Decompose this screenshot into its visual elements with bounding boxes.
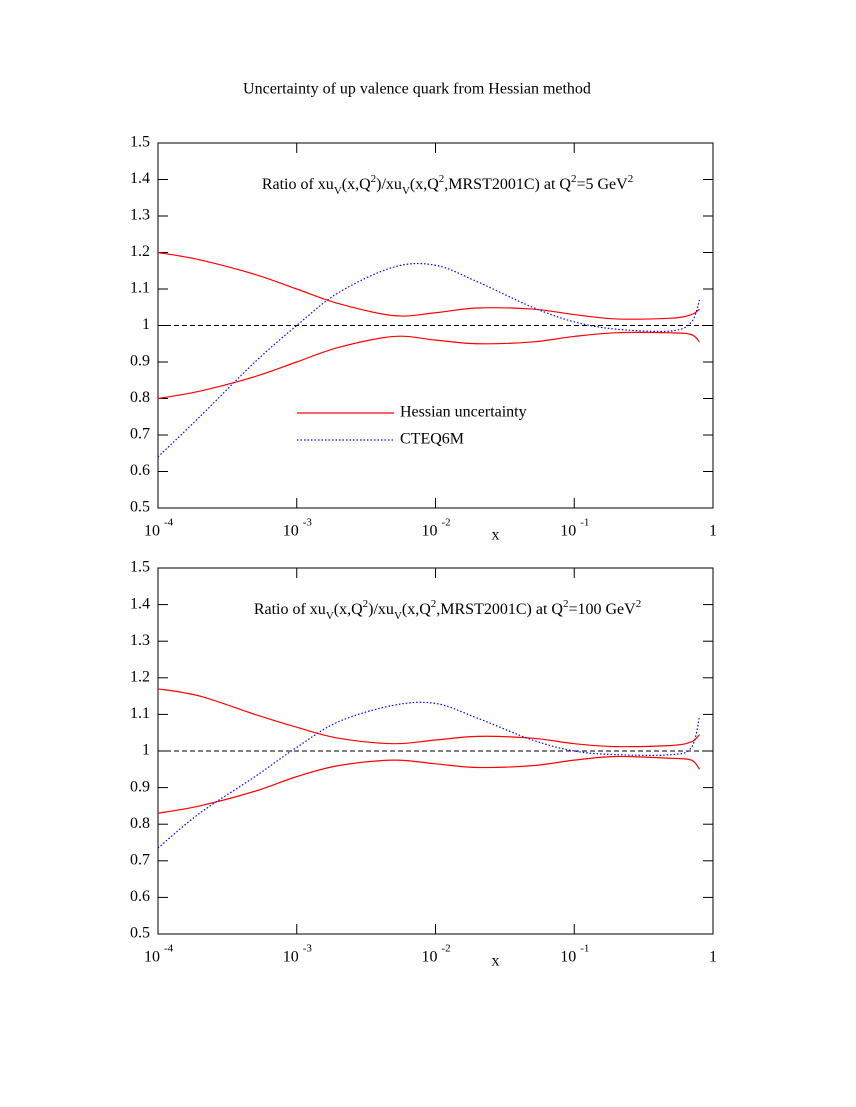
annotation-part: ,MRST2001C) at Q — [444, 176, 571, 193]
x-axis-label: x — [492, 953, 500, 970]
annotation-part: 2 — [571, 173, 577, 185]
annotation-part: 2 — [371, 173, 377, 185]
annotation-part: V — [334, 185, 342, 197]
y-tick-label: 1.3 — [130, 632, 150, 649]
x-tick-label: 10 — [422, 949, 438, 966]
x-tick-label: 10 — [144, 523, 160, 540]
x-tick-label: 1 — [709, 949, 717, 966]
y-tick-label: 0.8 — [130, 815, 150, 832]
annotation-part: 2 — [636, 598, 642, 610]
annotation-part: V — [394, 610, 402, 622]
y-tick-label: 1.1 — [130, 280, 150, 297]
annotation-part: (x,Q — [410, 176, 439, 193]
y-tick-label: 1 — [142, 742, 150, 759]
x-tick-exponent: -4 — [164, 517, 174, 529]
annotation-part: (x,Q — [402, 601, 431, 618]
y-tick-label: 0.5 — [130, 925, 150, 942]
annotation-part: V — [326, 610, 334, 622]
y-tick-label: 1.2 — [130, 243, 150, 260]
page-title: Uncertainty of up valence quark from Hes… — [243, 81, 591, 98]
annotation-part: )/xu — [376, 176, 402, 193]
y-tick-label: 1 — [142, 316, 150, 333]
annotation-part: 2 — [563, 598, 569, 610]
annotation: Ratio of xuV(x,Q2)/xuV(x,Q2,MRST2001C) a… — [262, 173, 633, 197]
curve — [157, 262, 701, 458]
x-tick-exponent: -4 — [164, 943, 174, 955]
y-tick-label: 1.2 — [130, 668, 150, 685]
curve — [157, 688, 700, 748]
x-tick-exponent: -3 — [303, 943, 313, 955]
x-tick-label: 10 — [422, 523, 438, 540]
x-tick-label: 10 — [560, 949, 576, 966]
y-tick-label: 1.5 — [130, 559, 150, 576]
y-tick-label: 0.7 — [130, 426, 150, 443]
annotation-part: Ratio of xu — [262, 176, 334, 193]
x-tick-exponent: -3 — [303, 517, 313, 529]
curve — [157, 251, 700, 320]
x-tick-label: 10 — [144, 949, 160, 966]
x-tick-label: 10 — [560, 523, 576, 540]
y-tick-label: 1.4 — [130, 170, 150, 187]
y-tick-label: 0.7 — [130, 851, 150, 868]
x-tick-label: 10 — [283, 523, 299, 540]
x-tick-exponent: -2 — [442, 517, 451, 529]
x-axis-label: x — [492, 527, 500, 544]
annotation-part: 2 — [363, 598, 369, 610]
y-tick-label: 1.5 — [130, 134, 150, 151]
y-tick-label: 0.6 — [130, 888, 150, 905]
annotation-part: =100 GeV — [568, 601, 636, 618]
annotation: Ratio of xuV(x,Q2)/xuV(x,Q2,MRST2001C) a… — [254, 598, 641, 622]
y-tick-label: 1.4 — [130, 595, 150, 612]
annotation-part: ,MRST2001C) at Q — [436, 601, 563, 618]
annotation-part: 2 — [628, 173, 634, 185]
x-tick-exponent: -1 — [580, 943, 589, 955]
y-tick-label: 0.9 — [130, 778, 150, 795]
x-tick-label: 1 — [709, 523, 717, 540]
x-tick-label: 10 — [283, 949, 299, 966]
curve — [157, 755, 701, 814]
y-tick-label: 0.5 — [130, 499, 150, 516]
annotation-part: 2 — [431, 598, 437, 610]
annotation-part: (x,Q — [342, 176, 371, 193]
annotation-part: (x,Q — [334, 601, 363, 618]
annotation-part: =5 GeV — [576, 176, 628, 193]
y-tick-label: 0.9 — [130, 353, 150, 370]
legend-label: CTEQ6M — [400, 431, 464, 448]
annotation-part: Ratio of xu — [254, 601, 326, 618]
annotation-part: 2 — [439, 173, 445, 185]
curve — [157, 701, 701, 849]
x-tick-exponent: -2 — [442, 943, 451, 955]
annotation-part: V — [402, 185, 410, 197]
y-tick-label: 1.1 — [130, 705, 150, 722]
legend-label: Hessian uncertainty — [400, 404, 527, 421]
x-tick-exponent: -1 — [580, 517, 589, 529]
y-tick-label: 0.6 — [130, 462, 150, 479]
curve — [157, 331, 700, 400]
y-tick-label: 1.3 — [130, 207, 150, 224]
y-tick-label: 0.8 — [130, 389, 150, 406]
annotation-part: )/xu — [368, 601, 394, 618]
